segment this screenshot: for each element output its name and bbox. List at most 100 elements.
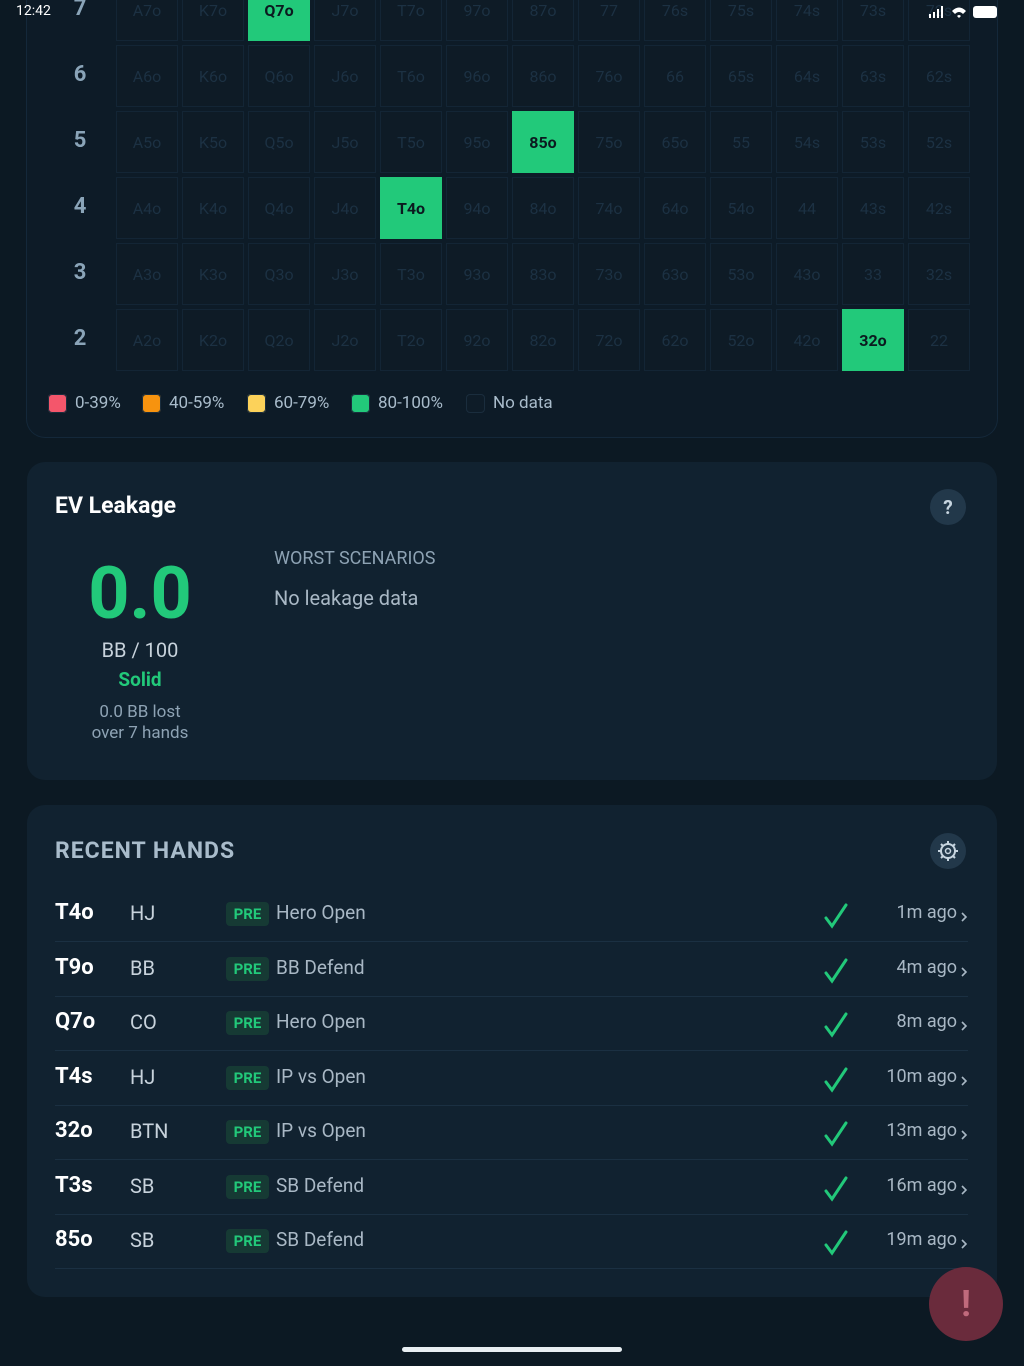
hand-cell[interactable]: 74s bbox=[776, 0, 838, 41]
street-badge: PRE bbox=[226, 1011, 269, 1035]
hand-cell[interactable]: 93o bbox=[446, 243, 508, 305]
hand-cell[interactable]: 94o bbox=[446, 177, 508, 239]
hand-cell[interactable]: 33 bbox=[842, 243, 904, 305]
hand-cell[interactable]: Q2o bbox=[248, 309, 310, 371]
check bbox=[824, 958, 848, 984]
hand-cell[interactable]: J2o bbox=[314, 309, 376, 371]
hand[interactable]: Q7o bbox=[55, 1009, 96, 1034]
hand-cell[interactable]: 43o bbox=[776, 243, 838, 305]
alert-button[interactable]: ! bbox=[929, 1267, 1003, 1341]
time: 4m ago bbox=[896, 956, 957, 978]
hand-cell[interactable]: A6o bbox=[116, 45, 178, 107]
hand-cell[interactable]: Q7o bbox=[248, 0, 310, 41]
hand-cell[interactable]: 64s bbox=[776, 45, 838, 107]
hand[interactable]: T4o bbox=[55, 900, 94, 925]
hand-cell[interactable]: T7o bbox=[380, 0, 442, 41]
hand-cell[interactable]: 65o bbox=[644, 111, 706, 173]
hand-cell[interactable]: 54s bbox=[776, 111, 838, 173]
hand-cell[interactable]: 32o bbox=[842, 309, 904, 371]
hand[interactable]: 32o bbox=[55, 1118, 93, 1143]
hand-cell[interactable]: 72o bbox=[578, 309, 640, 371]
hand-cell[interactable]: 62o bbox=[644, 309, 706, 371]
hand-cell[interactable]: 53s bbox=[842, 111, 904, 173]
hand-cell[interactable]: 42o bbox=[776, 309, 838, 371]
settings-button[interactable] bbox=[930, 833, 966, 869]
hand-cell[interactable]: 83o bbox=[512, 243, 574, 305]
time: 10m ago bbox=[886, 1065, 957, 1087]
hand-cell[interactable]: Q5o bbox=[248, 111, 310, 173]
hand-cell[interactable]: 73o bbox=[578, 243, 640, 305]
hand-cell[interactable]: 73s bbox=[842, 0, 904, 41]
hand-cell[interactable]: 76o bbox=[578, 45, 640, 107]
hand-cell[interactable]: 64o bbox=[644, 177, 706, 239]
hand-cell[interactable]: Q6o bbox=[248, 45, 310, 107]
hand-cell[interactable]: J7o bbox=[314, 0, 376, 41]
hand-cell[interactable]: K2o bbox=[182, 309, 244, 371]
hand-cell[interactable]: K4o bbox=[182, 177, 244, 239]
hand-cell[interactable]: 97o bbox=[446, 0, 508, 41]
hand-cell[interactable]: 43s bbox=[842, 177, 904, 239]
hand-cell[interactable]: Q4o bbox=[248, 177, 310, 239]
hand-cell[interactable]: J3o bbox=[314, 243, 376, 305]
hand-cell[interactable]: 42s bbox=[908, 177, 970, 239]
hand-cell[interactable]: T6o bbox=[380, 45, 442, 107]
hand-cell[interactable]: 52s bbox=[908, 111, 970, 173]
hand-cell[interactable]: K7o bbox=[182, 0, 244, 41]
ev-lost: 0.0 BB lost bbox=[99, 702, 181, 722]
hand-cell[interactable]: 92o bbox=[446, 309, 508, 371]
hand-cell[interactable]: 86o bbox=[512, 45, 574, 107]
hand-cell[interactable]: 96o bbox=[446, 45, 508, 107]
check-icon bbox=[824, 1012, 848, 1038]
hand-cell[interactable]: K5o bbox=[182, 111, 244, 173]
hand-cell[interactable]: 54o bbox=[710, 177, 772, 239]
hand-cell[interactable]: K6o bbox=[182, 45, 244, 107]
hand-cell[interactable]: 32s bbox=[908, 243, 970, 305]
hand-cell[interactable]: A4o bbox=[116, 177, 178, 239]
hand-cell[interactable]: A7o bbox=[116, 0, 178, 41]
hand-cell[interactable]: 84o bbox=[512, 177, 574, 239]
hand-cell[interactable]: 63o bbox=[644, 243, 706, 305]
hand-cell[interactable]: A5o bbox=[116, 111, 178, 173]
check bbox=[824, 1067, 848, 1093]
hand-cell[interactable]: 66 bbox=[644, 45, 706, 107]
hand-cell[interactable]: T4o bbox=[380, 177, 442, 239]
hand-cell[interactable]: 85o bbox=[512, 111, 574, 173]
hand-cell[interactable]: A2o bbox=[116, 309, 178, 371]
hand-cell[interactable]: T5o bbox=[380, 111, 442, 173]
chevron-icon bbox=[960, 1017, 968, 1031]
ev-unit: BB / 100 bbox=[101, 638, 179, 662]
hand-cell[interactable]: 62s bbox=[908, 45, 970, 107]
hand-cell[interactable]: J4o bbox=[314, 177, 376, 239]
hand-cell[interactable]: Q3o bbox=[248, 243, 310, 305]
hand-cell[interactable]: T3o bbox=[380, 243, 442, 305]
hand-cell[interactable]: 75o bbox=[578, 111, 640, 173]
hand[interactable]: T9o bbox=[55, 954, 94, 980]
help-button[interactable]: ? bbox=[930, 489, 966, 525]
hand-cell[interactable]: 77 bbox=[578, 0, 640, 41]
hand-cell[interactable]: 65s bbox=[710, 45, 772, 107]
hand-cell[interactable]: 76s bbox=[644, 0, 706, 41]
hand-cell[interactable]: 82o bbox=[512, 309, 574, 371]
row-label: 4 bbox=[73, 194, 87, 219]
hand[interactable]: T4s bbox=[55, 1063, 93, 1089]
hand-cell[interactable]: T2o bbox=[380, 309, 442, 371]
legend-label: 0-39% bbox=[75, 393, 121, 413]
street-badge: PRE bbox=[226, 902, 269, 926]
hand-cell[interactable]: J6o bbox=[314, 45, 376, 107]
hand-cell[interactable]: 75s bbox=[710, 0, 772, 41]
row-separator bbox=[55, 1104, 968, 1106]
hand-cell[interactable]: A3o bbox=[116, 243, 178, 305]
hand-cell[interactable]: 63s bbox=[842, 45, 904, 107]
hand-cell[interactable]: 55 bbox=[710, 111, 772, 173]
hand-cell[interactable]: J5o bbox=[314, 111, 376, 173]
hand-cell[interactable]: 87o bbox=[512, 0, 574, 41]
hand-cell[interactable]: 22 bbox=[908, 309, 970, 371]
hand-cell[interactable]: 52o bbox=[710, 309, 772, 371]
hand-cell[interactable]: 53o bbox=[710, 243, 772, 305]
hand[interactable]: T3s bbox=[55, 1172, 93, 1198]
hand-cell[interactable]: K3o bbox=[182, 243, 244, 305]
hand-cell[interactable]: 74o bbox=[578, 177, 640, 239]
hand-cell[interactable]: 44 bbox=[776, 177, 838, 239]
hand[interactable]: 85o bbox=[55, 1227, 93, 1252]
hand-cell[interactable]: 95o bbox=[446, 111, 508, 173]
